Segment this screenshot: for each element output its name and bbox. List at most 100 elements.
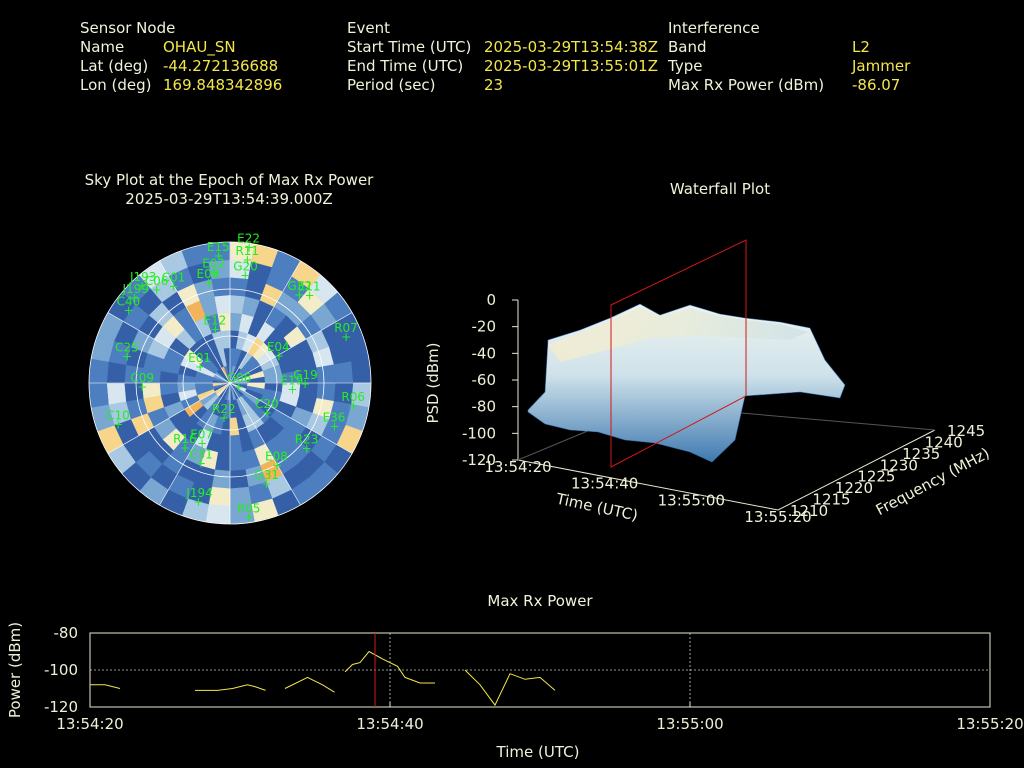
- satellite-label: E08: [265, 449, 288, 463]
- waterfall-title: Waterfall Plot: [669, 180, 771, 198]
- event-start-value: 2025-03-29T13:54:38Z: [484, 38, 658, 56]
- satellite-label: R16: [173, 432, 197, 446]
- interference-type-label: Type: [668, 57, 703, 75]
- waterfall-freq-tick-label: 1210: [790, 502, 828, 520]
- skyplot-spoke: [229, 382, 301, 506]
- waterfall-time-ticks: 13:54:20 13:54:40 13:55:00 13:55:20: [484, 458, 811, 526]
- waterfall-surface-top: [548, 307, 808, 362]
- satellite-label: E11: [298, 280, 321, 294]
- satellite-marker: +: [122, 349, 132, 363]
- satellite-label: J194: [185, 486, 212, 500]
- satellite-marker: +: [330, 419, 340, 433]
- satellite-label: E04: [267, 340, 290, 354]
- satellite-label: C25: [115, 340, 139, 354]
- satellite-marker: +: [137, 380, 147, 394]
- satellite-label: G31: [254, 468, 279, 482]
- satellite-marker: +: [193, 495, 203, 509]
- satellite-label: E12: [203, 314, 226, 328]
- satellite-label: C10: [106, 409, 130, 423]
- satellite-label: C09: [130, 371, 154, 385]
- satellite-marker: +: [197, 437, 207, 451]
- sensor-name-value: OHAU_SN: [163, 38, 236, 56]
- waterfall-z-ticks: 0 -20 -40 -60 -80 -100 -120: [462, 291, 518, 469]
- interference-band-label: Band: [668, 38, 707, 56]
- skyplot-cell: [316, 364, 337, 384]
- skyplot-cell: [333, 361, 354, 384]
- skyplot-cell: [106, 382, 127, 405]
- waterfall-time-tick-label: 13:55:20: [744, 508, 811, 526]
- skyplot-spoke: [229, 312, 353, 384]
- satellite-label: C40: [117, 294, 141, 308]
- skyplot-satellites: +E22+E15+R11+E02+G20+E09+C01+C06+G32+E11…: [106, 231, 365, 524]
- power-line-segment: [344, 650, 435, 684]
- skyplot-spoke: [159, 260, 231, 384]
- satellite-marker: +: [180, 441, 190, 455]
- satellite-marker: +: [302, 441, 312, 455]
- satellite-label: R07: [334, 321, 358, 335]
- satellite-marker: +: [244, 240, 254, 254]
- interference-type-value: Jammer: [852, 57, 911, 75]
- satellite-label: G06: [227, 371, 252, 385]
- interference-band-value: L2: [852, 38, 870, 56]
- waterfall-z-tick-label: -60: [472, 371, 497, 389]
- sensor-lon-value: 169.848342896: [163, 76, 283, 94]
- power-chart-y-tick-label: -120: [44, 698, 78, 716]
- satellite-marker: +: [341, 330, 351, 344]
- skyplot-subtitle: 2025-03-29T13:54:39.000Z: [125, 190, 333, 208]
- waterfall-z-tick-label: -80: [472, 398, 497, 416]
- interference-power-value: -86.07: [852, 76, 901, 94]
- satellite-label: J199: [122, 282, 149, 296]
- waterfall-z-tick-label: -100: [462, 424, 496, 442]
- satellite-label: E19: [280, 373, 303, 387]
- waterfall-z-label: PSD (dBm): [424, 342, 442, 423]
- waterfall-freq-tick-label: 1230: [880, 456, 918, 474]
- satellite-label: G32: [287, 279, 312, 293]
- satellite-label: R11: [235, 244, 259, 258]
- skyplot-cell: [229, 504, 255, 524]
- satellite-label: E02: [202, 256, 225, 270]
- power-chart-y-label: Power (dBm): [6, 622, 24, 718]
- event-end-label: End Time (UTC): [347, 57, 464, 75]
- waterfall-freq-tick-label: 1235: [902, 445, 940, 463]
- satellite-label: C06: [145, 274, 169, 288]
- power-line-segment: [464, 669, 556, 707]
- power-chart-y-tick-label: -100: [44, 661, 78, 679]
- event-end-value: 2025-03-29T13:55:01Z: [484, 57, 658, 75]
- satellite-marker: +: [300, 377, 310, 391]
- skyplot-cell: [229, 469, 249, 490]
- satellite-label: C01: [162, 270, 186, 284]
- interference-section-title: Interference: [668, 19, 760, 37]
- satellite-label: C31: [189, 447, 213, 461]
- power-chart-x-tick-label: 13:54:40: [356, 715, 423, 733]
- skyplot-cell: [205, 242, 231, 262]
- satellite-marker: +: [272, 458, 282, 472]
- satellite-marker: +: [195, 360, 205, 374]
- waterfall-z-tick-label: -20: [472, 318, 497, 336]
- power-line-segment: [90, 684, 121, 689]
- power-chart-grid: [90, 633, 990, 707]
- satellite-label: R05: [237, 501, 261, 515]
- skyplot-cell: [89, 358, 109, 384]
- satellite-marker: +: [305, 289, 315, 303]
- satellite-marker: +: [209, 265, 219, 279]
- waterfall-freq-tick-label: 1225: [857, 468, 895, 486]
- satellite-marker: +: [169, 279, 179, 293]
- satellite-label: G20: [233, 259, 258, 273]
- waterfall-z-tick-label: -120: [462, 451, 496, 469]
- satellite-marker: +: [234, 380, 244, 394]
- waterfall-time-tick-label: 13:54:40: [571, 475, 638, 493]
- skyplot: +E22+E15+R11+E02+G20+E09+C01+C06+G32+E11…: [88, 231, 372, 524]
- event-start-label: Start Time (UTC): [347, 38, 472, 56]
- interference-power-label: Max Rx Power (dBm): [668, 76, 825, 94]
- skyplot-cell: [351, 358, 371, 384]
- event-period-value: 23: [484, 76, 504, 94]
- satellite-marker: +: [152, 283, 162, 297]
- waterfall-freq-tick-label: 1215: [812, 491, 850, 509]
- waterfall-time-tick-label: 13:54:20: [484, 458, 551, 476]
- waterfall-time-tick-label: 13:55:00: [658, 491, 725, 509]
- waterfall-x-label: Time (UTC): [554, 489, 640, 524]
- satellite-label: E09: [197, 267, 220, 281]
- satellite-marker: +: [274, 349, 284, 363]
- satellite-marker: +: [348, 399, 358, 413]
